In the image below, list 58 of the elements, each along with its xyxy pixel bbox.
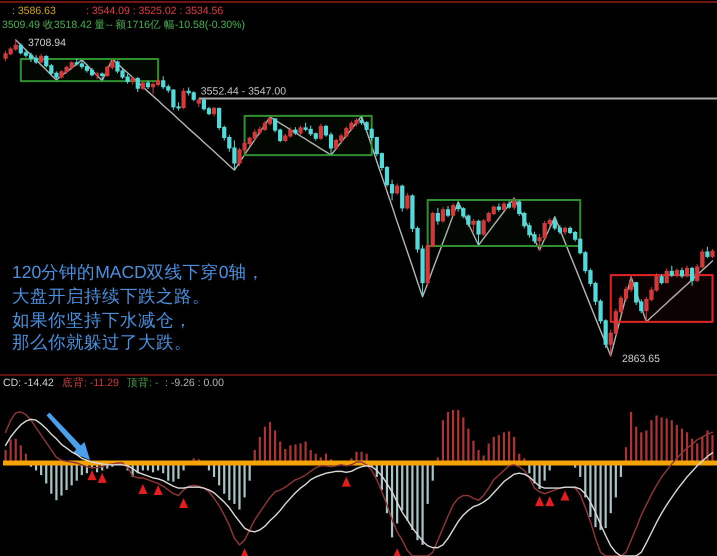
candlestick (446, 205, 450, 218)
point (154, 484, 163, 495)
candlestick (298, 125, 303, 136)
candlestick (674, 268, 679, 278)
candlestick (506, 200, 512, 210)
point (138, 484, 148, 494)
text: 顶背: - (127, 376, 159, 389)
text: : -9.26 : 0.00 (165, 377, 224, 389)
candlestick (39, 53, 44, 64)
candlestick (705, 246, 710, 259)
candlestick (496, 202, 501, 212)
candlestick (436, 207, 440, 226)
candlestick (405, 192, 410, 210)
candlestick (100, 72, 104, 82)
candlestick (140, 80, 145, 91)
candlestick (400, 184, 404, 212)
text: 3509.49 收3518.42 量-- 额1716亿 幅-10.58(-0.30%) (2, 18, 245, 31)
text: 底背: -11.29 (62, 376, 119, 389)
point (179, 498, 188, 508)
text: : 3586.63 (12, 5, 56, 17)
candlestick (502, 201, 506, 212)
candlestick (293, 126, 298, 136)
annotation: 120分钟的MACD双线下穿0轴， (12, 262, 264, 282)
candlestick (395, 183, 400, 196)
point (98, 472, 107, 483)
candlestick (94, 71, 100, 80)
annotation: 大盘开启持续下跌之路。 (12, 286, 210, 306)
candlestick (670, 265, 674, 278)
candlestick (710, 248, 715, 259)
candlestick (146, 80, 150, 90)
point (535, 496, 544, 506)
point (560, 490, 570, 501)
candlestick (660, 274, 664, 285)
candlestick (450, 202, 456, 218)
candlestick (136, 76, 140, 92)
candlestick (212, 106, 216, 117)
point (88, 470, 96, 480)
candlestick (664, 268, 669, 284)
text: CD: -14.42 (3, 377, 54, 389)
annotation: 2863.65 (622, 353, 660, 365)
point (342, 476, 351, 487)
candlestick (318, 123, 323, 140)
candlestick (476, 219, 481, 246)
point (545, 496, 554, 506)
candlestick (440, 206, 446, 224)
annotation: 如果你坚持下水减仓， (12, 310, 192, 330)
candlestick (562, 226, 568, 236)
candlestick (512, 198, 516, 210)
annotation: 那么你就躲过了大跌。 (12, 332, 192, 352)
candlestick (196, 98, 201, 108)
candlestick (471, 218, 476, 232)
ref-line-label: 3552.44 - 3547.00 (200, 86, 286, 98)
candlestick (130, 76, 135, 85)
candlestick (690, 266, 694, 286)
annotation: 3708.94 (28, 37, 66, 49)
candlestick (684, 265, 690, 278)
candlestick (680, 267, 684, 279)
text: : 3544.09 : 3525.02 : 3534.56 (86, 5, 224, 17)
